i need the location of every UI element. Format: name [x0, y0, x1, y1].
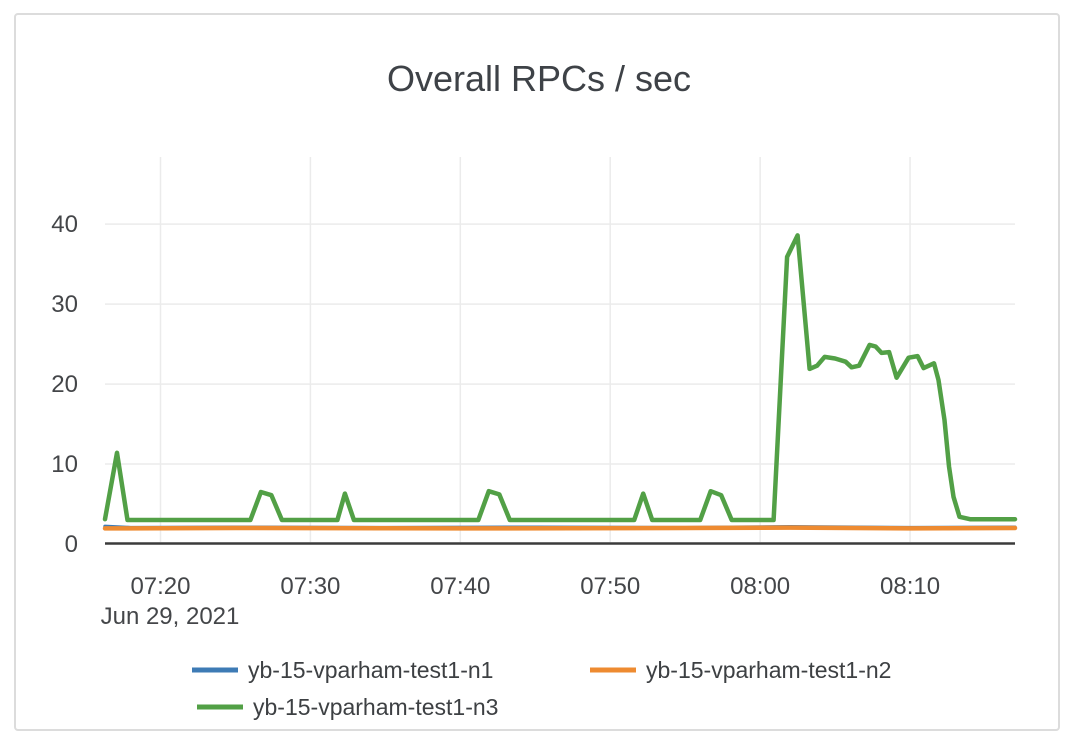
legend-label: yb-15-vparham-test1-n3: [253, 694, 498, 720]
x-tick-labels: 07:20 07:30 07:40 07:50 08:00 08:10: [130, 573, 940, 600]
x-tick-label: 07:20: [130, 573, 190, 600]
legend-item-yb-15-vparham-test1-n1[interactable]: yb-15-vparham-test1-n1: [192, 657, 493, 683]
series-line-yb-15-vparham-test1-n2[interactable]: [102, 525, 1018, 531]
legend-item-yb-15-vparham-test1-n2[interactable]: yb-15-vparham-test1-n2: [590, 657, 891, 683]
y-tick-labels: 0 10 20 30 40: [51, 211, 78, 558]
chart-title: Overall RPCs / sec: [387, 58, 691, 99]
y-tick-label: 10: [51, 451, 78, 478]
x-tick-label: 07:50: [580, 573, 640, 600]
x-axis-date-label: Jun 29, 2021: [101, 603, 240, 630]
legend-label: yb-15-vparham-test1-n2: [646, 657, 891, 683]
chart-card: Overall RPCs / sec 0 10 20 30 40 07:20 07:30 0…: [14, 13, 1060, 731]
legend-label: yb-15-vparham-test1-n1: [248, 657, 493, 683]
x-tick-label: 08:00: [730, 573, 790, 600]
y-tick-label: 0: [65, 531, 78, 558]
y-tick-label: 20: [51, 371, 78, 398]
plot-area[interactable]: [105, 157, 1015, 544]
x-tick-label: 07:30: [280, 573, 340, 600]
y-tick-label: 30: [51, 291, 78, 318]
series-line-yb-15-vparham-test1-n3[interactable]: [102, 233, 1018, 523]
x-tick-label: 07:40: [430, 573, 490, 600]
series-lines[interactable]: [102, 233, 1018, 531]
x-tick-label: 08:10: [880, 573, 940, 600]
legend-item-yb-15-vparham-test1-n3[interactable]: yb-15-vparham-test1-n3: [197, 694, 498, 720]
legend: yb-15-vparham-test1-n1 yb-15-vparham-test…: [192, 657, 891, 720]
gridlines: [105, 157, 1015, 542]
y-tick-label: 40: [51, 211, 78, 238]
